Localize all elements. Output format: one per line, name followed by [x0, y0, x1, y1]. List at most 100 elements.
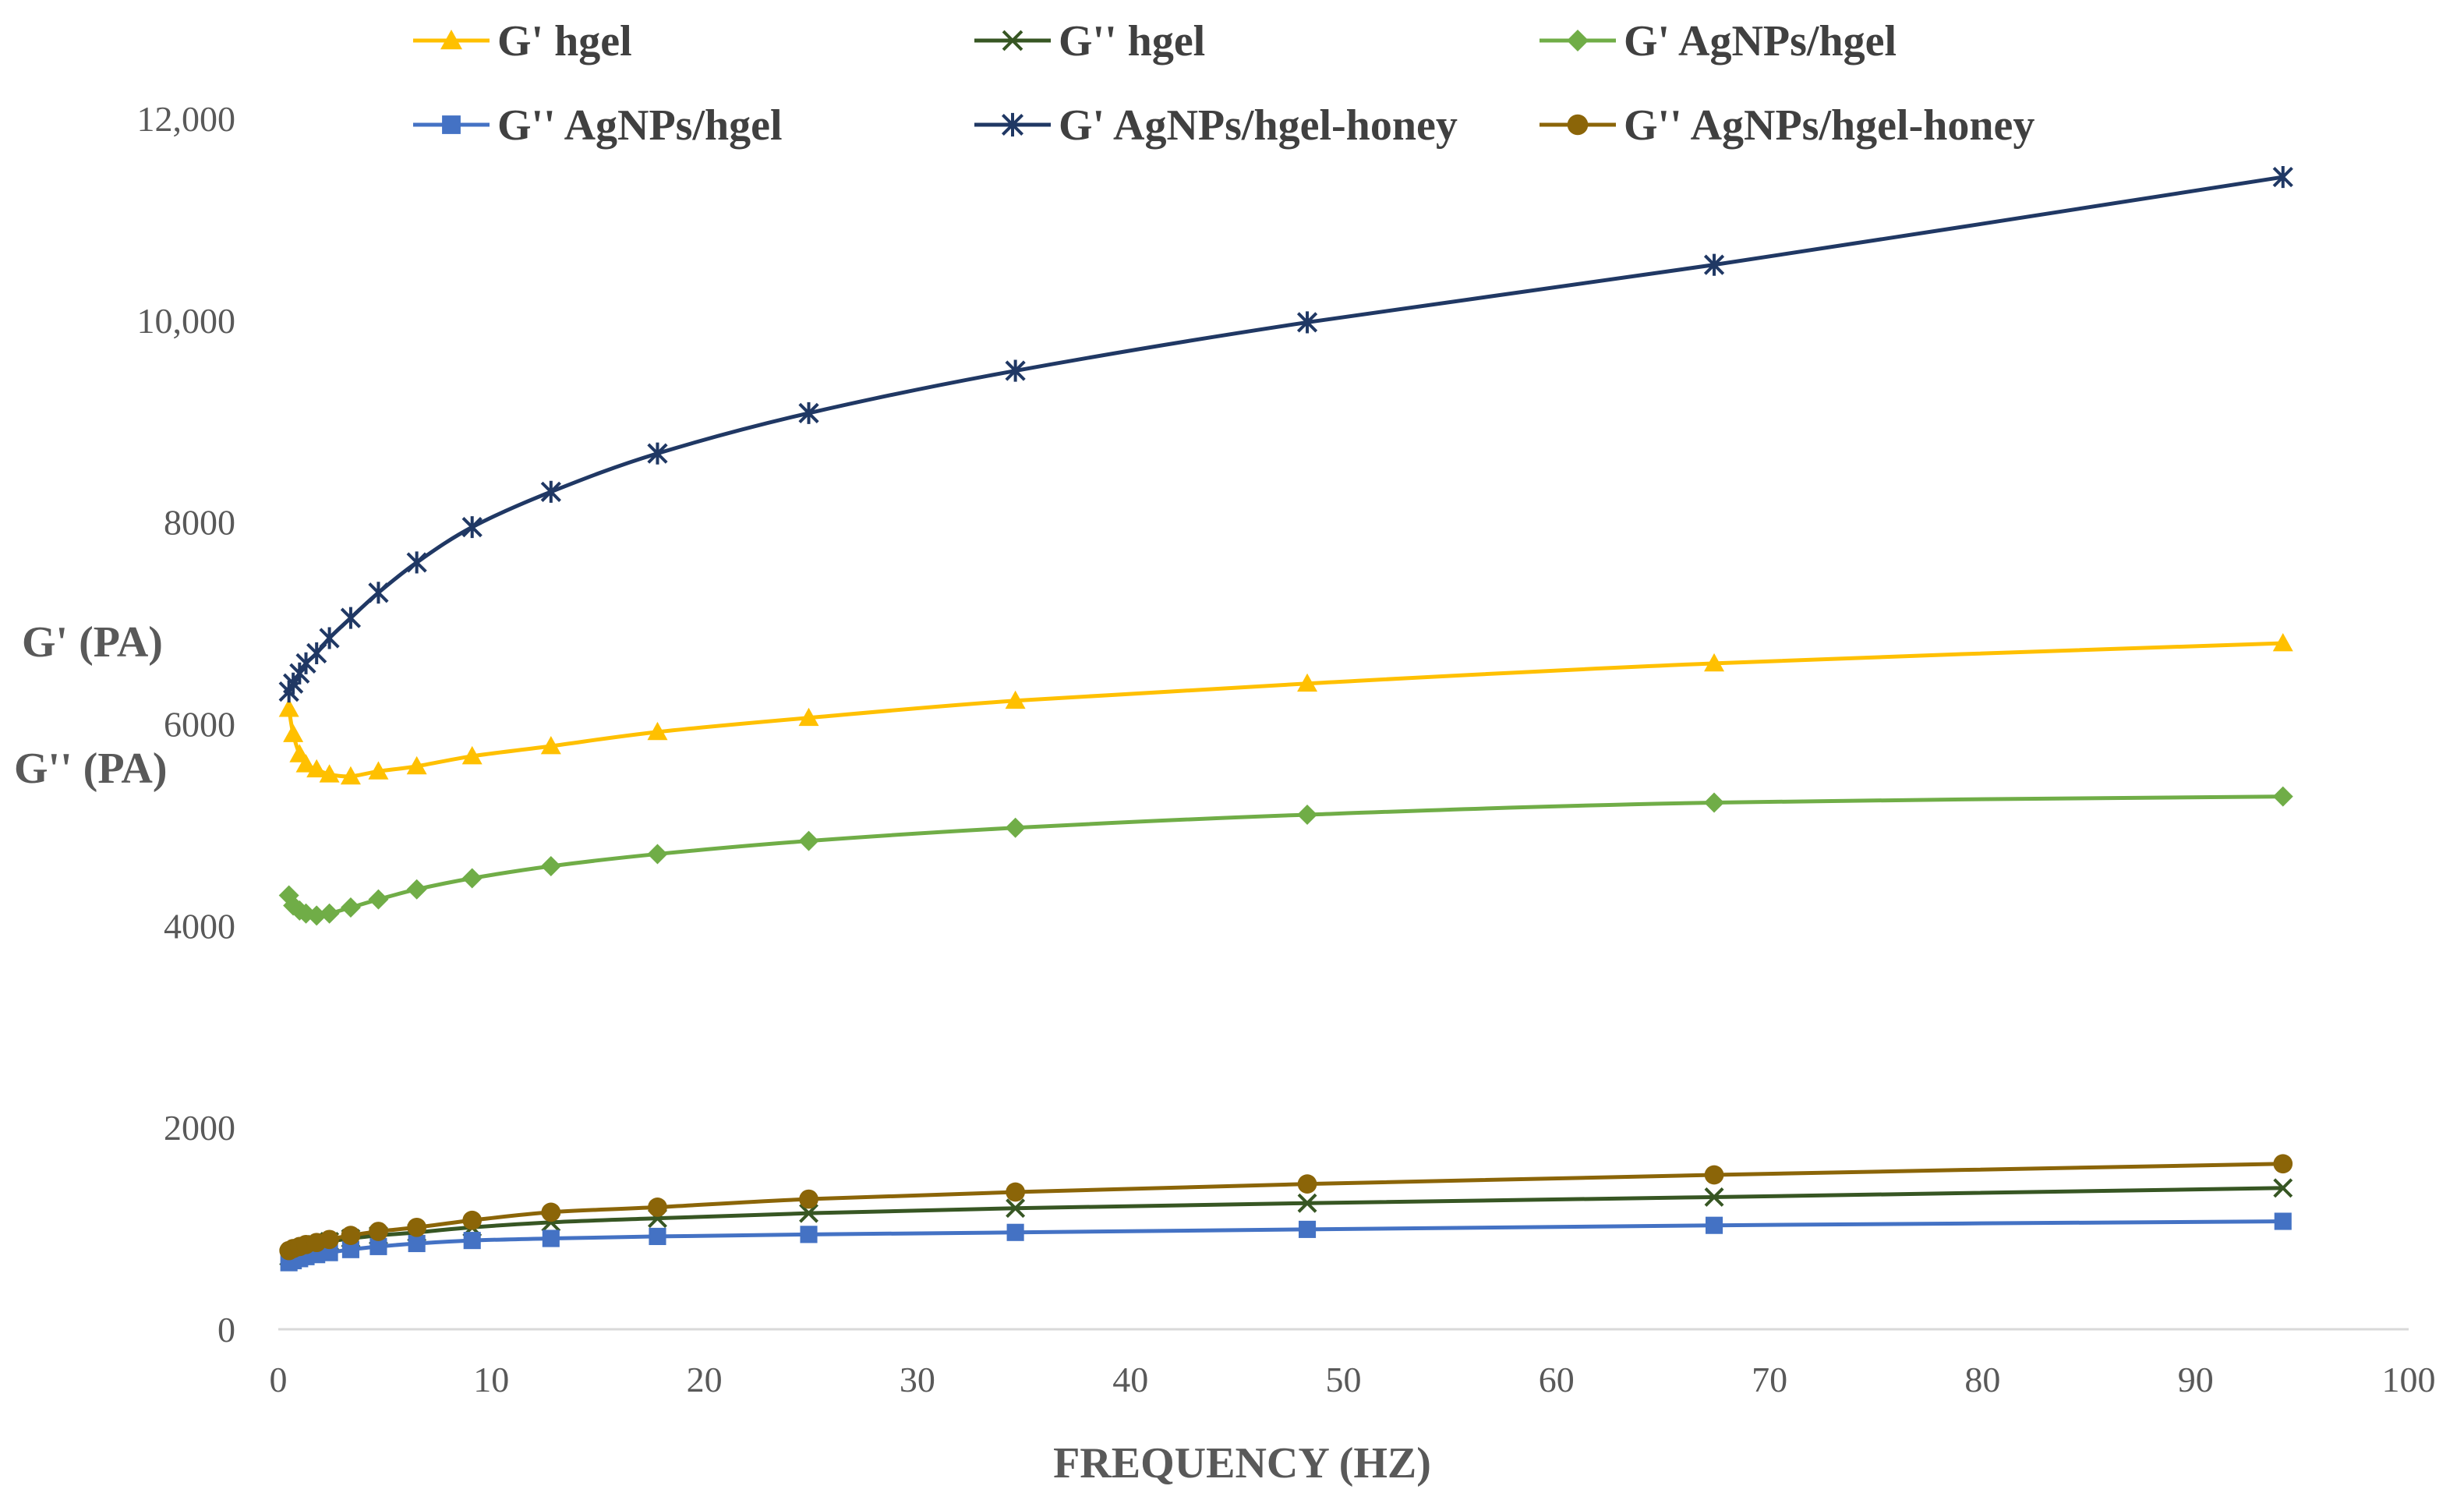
data-point	[1703, 253, 1725, 276]
data-point	[319, 903, 340, 924]
data-point	[406, 551, 427, 574]
data-point	[1005, 359, 1026, 382]
series-4	[278, 166, 2293, 703]
data-point	[800, 1226, 818, 1244]
data-point	[320, 1244, 338, 1261]
x-axis-ticks: 0 10 20 30 40 50 60 70 80 90 100	[270, 1360, 2436, 1399]
legend-label: G'' AgNPs/hgel-honey	[1624, 101, 2034, 150]
data-point	[408, 1234, 426, 1253]
data-point	[541, 1202, 561, 1222]
data-point	[647, 442, 668, 465]
x-axis-title: FREQUENCY (HZ)	[1053, 1439, 1431, 1488]
data-point	[368, 582, 389, 604]
legend-marker	[442, 115, 461, 134]
data-point	[368, 761, 389, 780]
data-point	[1005, 817, 1026, 838]
data-point	[647, 844, 668, 865]
data-point	[2273, 1178, 2293, 1198]
data-point	[798, 402, 819, 424]
x-tick-label: 10	[473, 1360, 509, 1399]
y-tick-label: 8000	[164, 503, 235, 543]
data-point	[306, 759, 327, 778]
data-point	[1297, 673, 1318, 692]
data-point	[1006, 1182, 1025, 1202]
x-tick-label: 80	[1964, 1360, 2000, 1399]
x-tick-label: 100	[2382, 1360, 2436, 1399]
data-point	[340, 766, 361, 785]
data-point	[2273, 1154, 2293, 1174]
data-point	[1296, 311, 1318, 334]
data-point	[1704, 792, 1725, 813]
data-point	[306, 905, 327, 926]
data-point	[649, 1227, 666, 1245]
data-point	[2274, 1212, 2292, 1230]
data-point	[1704, 1165, 1724, 1185]
x-tick-label: 20	[687, 1360, 723, 1399]
legend-label: G' hgel	[497, 17, 632, 65]
plot-area	[278, 166, 2293, 1272]
y-tick-label: 10,000	[137, 301, 236, 341]
y-axis-title-loss: G'' (PA)	[14, 745, 167, 793]
data-point	[647, 721, 668, 741]
x-tick-label: 50	[1326, 1360, 1362, 1399]
data-point	[2272, 166, 2293, 189]
y-axis-title-storage: G' (PA)	[22, 618, 163, 667]
legend-marker	[1001, 112, 1024, 137]
data-point	[1705, 1216, 1723, 1234]
legend-label: G' AgNPs/hgel-honey	[1059, 101, 1458, 150]
data-point	[340, 607, 362, 629]
data-point	[283, 723, 304, 742]
data-point	[306, 642, 327, 664]
legend-marker	[1567, 114, 1589, 136]
data-point	[1297, 1174, 1317, 1194]
series-line	[288, 1219, 2283, 1265]
data-point	[369, 1222, 388, 1241]
x-tick-label: 90	[2178, 1360, 2214, 1399]
axes: 0 10 20 30 40 50 60 70 80 90 100 0 2000 4000 6000 8000…	[14, 99, 2436, 1488]
legend-item: G' AgNPs/hgel	[1540, 17, 1897, 65]
data-point	[406, 879, 427, 900]
data-point	[1298, 1220, 1317, 1238]
data-point	[369, 1237, 387, 1255]
legend-marker	[440, 30, 462, 50]
x-tick-label: 30	[900, 1360, 935, 1399]
legend-label: G'' AgNPs/hgel	[497, 101, 783, 150]
data-point	[341, 1226, 361, 1245]
x-tick-label: 0	[270, 1360, 288, 1399]
data-point	[340, 897, 361, 918]
y-tick-label: 0	[217, 1310, 235, 1350]
data-point	[1006, 1198, 1026, 1219]
data-point	[461, 868, 483, 889]
y-axis-ticks: 0 2000 4000 6000 8000 10,000 12,000	[137, 99, 236, 1350]
data-point	[319, 627, 340, 649]
data-point	[648, 1198, 667, 1217]
data-point	[407, 1217, 426, 1237]
data-point	[1704, 1187, 1724, 1207]
data-point	[2272, 786, 2293, 807]
data-point	[1297, 1193, 1317, 1213]
x-tick-label: 60	[1539, 1360, 1575, 1399]
data-point	[1005, 690, 1026, 709]
data-point	[461, 516, 483, 539]
y-tick-label: 6000	[164, 705, 235, 745]
data-point	[540, 480, 561, 503]
data-point	[319, 764, 340, 783]
legend-item: G' AgNPs/hgel-honey	[974, 101, 1458, 150]
series-line	[287, 175, 2284, 693]
y-tick-label: 2000	[164, 1108, 235, 1148]
data-point	[295, 754, 316, 773]
legend-item: G'' AgNPs/hgel	[413, 101, 783, 150]
series-5	[279, 1154, 2293, 1261]
data-point	[540, 735, 561, 755]
series-3	[280, 1212, 2292, 1272]
legend-item: G' hgel	[413, 17, 632, 65]
series-line	[287, 641, 2283, 779]
data-point	[461, 745, 483, 765]
series-line	[287, 794, 2283, 918]
y-tick-label: 12,000	[137, 99, 236, 139]
data-point	[1006, 1223, 1024, 1241]
x-tick-label: 70	[1752, 1360, 1787, 1399]
legend-label: G' AgNPs/hgel	[1624, 17, 1897, 65]
data-point	[278, 699, 299, 717]
